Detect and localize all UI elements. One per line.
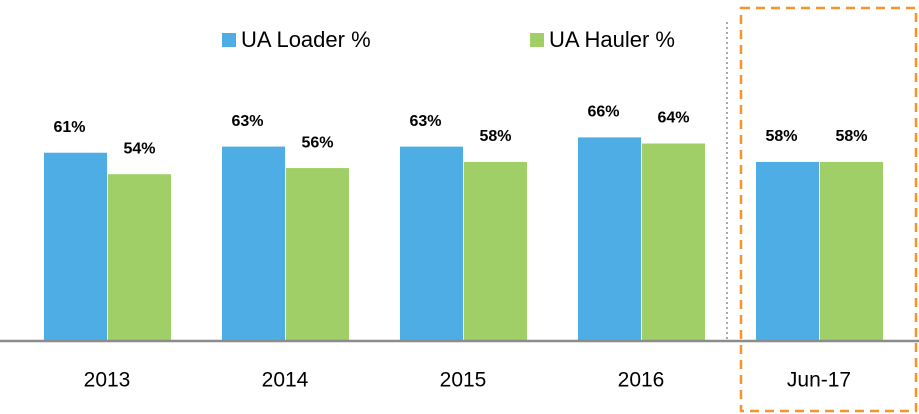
legend-swatch — [222, 33, 236, 47]
value-label: 58% — [765, 128, 797, 145]
bar — [286, 168, 349, 340]
bar — [820, 161, 883, 340]
value-label: 63% — [231, 113, 263, 130]
bar — [578, 137, 641, 340]
highlight-box — [739, 6, 918, 413]
bar — [464, 161, 527, 340]
bar — [108, 174, 171, 340]
value-label: 66% — [587, 104, 619, 121]
value-label: 56% — [301, 134, 333, 151]
x-tick-label: 2015 — [440, 369, 487, 392]
bar — [44, 152, 107, 340]
value-label: 54% — [123, 140, 155, 157]
legend-label: UA Hauler % — [549, 27, 675, 52]
bar — [222, 146, 285, 340]
legend-swatch — [530, 33, 544, 47]
x-tick-label: 2016 — [618, 369, 665, 392]
x-tick-label: 2013 — [84, 369, 131, 392]
bar — [756, 161, 819, 340]
x-tick-label: 2014 — [262, 369, 309, 392]
value-label: 61% — [53, 119, 85, 136]
bar — [642, 143, 705, 340]
bar — [400, 146, 463, 340]
value-label: 58% — [835, 128, 867, 145]
legend-label: UA Loader % — [241, 27, 371, 52]
value-label: 63% — [409, 113, 441, 130]
x-tick-label: Jun-17 — [787, 369, 851, 392]
value-label: 64% — [657, 110, 689, 127]
value-label: 58% — [479, 128, 511, 145]
